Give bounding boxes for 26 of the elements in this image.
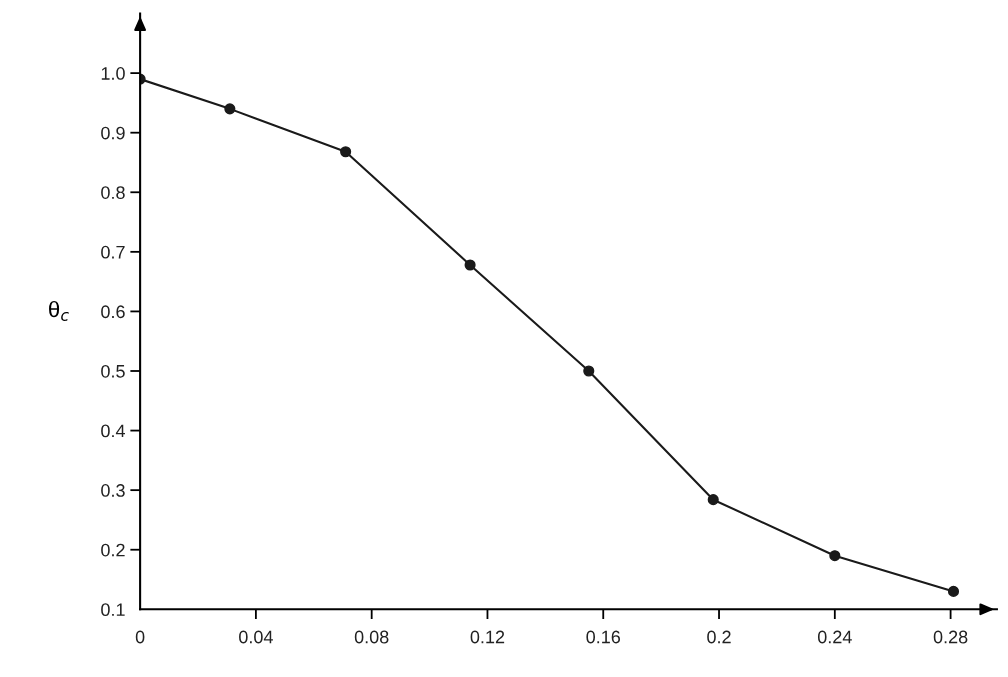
point [707,494,719,506]
y-tick-label: 1.0 [101,67,125,80]
y-tick-label: 0.5 [101,364,125,378]
y-tick-label: 0.9 [101,126,125,140]
x-tick-label: 0.08 [354,630,389,644]
point [224,103,236,115]
y-tick-label: 0.7 [101,245,125,259]
point [464,259,476,271]
point [947,585,960,597]
point [829,550,841,562]
x-tick-label: 0 [135,630,145,644]
y-tick-label: 0.3 [101,484,125,497]
x-tick-label: 0.28 [933,630,968,644]
x-tick-label: 0.04 [239,630,273,644]
y-tick-label: 0.4 [101,424,125,438]
y-tick-label: 0.1 [101,603,125,617]
point [340,146,352,158]
point [583,365,595,377]
y-tick-label: 0.8 [101,186,125,199]
y-tick-label: 0.6 [101,305,125,319]
y-axis-title: θ$_{c}$ [49,300,69,321]
y-tick-label: 0.2 [101,543,125,557]
x-tick-label: 0.12 [470,630,505,644]
x-tick-label: 0.24 [817,630,852,644]
x-tick-label: 0.2 [707,630,731,644]
x-tick-label: 0.16 [586,630,621,644]
